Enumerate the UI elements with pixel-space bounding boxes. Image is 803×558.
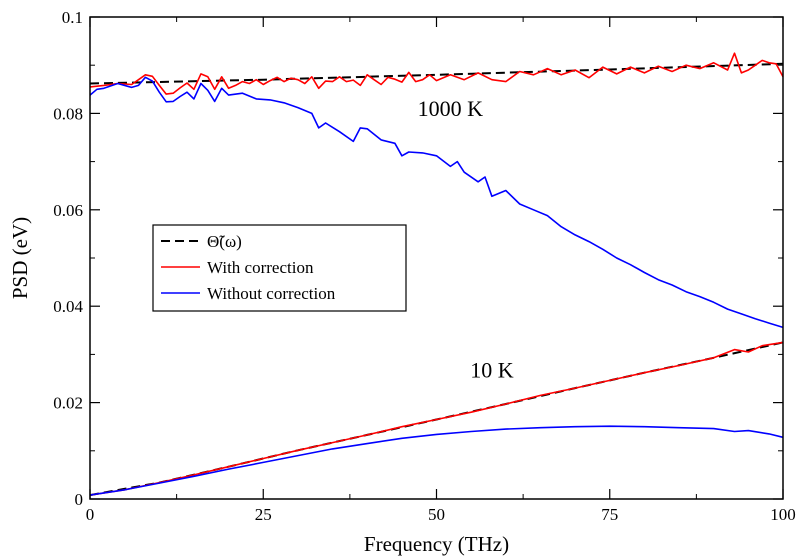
legend-label-2: Without correction <box>207 284 336 303</box>
legend-label-1: With correction <box>207 258 314 277</box>
y-tick-label-4: 0.08 <box>53 104 83 123</box>
annotation-0: 1000 K <box>418 96 484 121</box>
x-tick-label-3: 75 <box>601 505 618 524</box>
y-tick-label-0: 0 <box>75 490 84 509</box>
y-tick-label-3: 0.06 <box>53 201 83 220</box>
legend-box <box>152 224 407 312</box>
x-tick-label-1: 25 <box>255 505 272 524</box>
series-line-4-with-correction-10-k <box>89 341 784 496</box>
x-tick-label-2: 50 <box>428 505 445 524</box>
x-tick-label-0: 0 <box>86 505 95 524</box>
legend: Θ̃(ω) With correction Without correction <box>152 224 407 312</box>
x-axis-title: Frequency (THz) <box>364 532 509 556</box>
y-tick-label-2: 0.04 <box>53 297 83 316</box>
y-tick-label-5: 0.1 <box>62 8 83 27</box>
series-line-2-without-correction <box>89 76 784 329</box>
series-line-5-without-correction-10-k <box>89 425 784 496</box>
annotation-1: 10 K <box>470 358 514 383</box>
series-line-0-theta <box>89 62 784 85</box>
y-axis-title: PSD (eV) <box>8 217 32 299</box>
series-layer <box>89 52 784 497</box>
annotations: 1000 K 10 K <box>418 96 514 383</box>
ticks-layer: 0 25 50 75 100 0 0.02 0.04 0.06 0.08 0.1 <box>53 8 796 524</box>
x-tick-label-4: 100 <box>770 505 796 524</box>
series-line-1-with-correction <box>89 52 784 95</box>
y-tick-label-1: 0.02 <box>53 394 83 413</box>
legend-label-0: Θ̃(ω) <box>207 232 242 251</box>
